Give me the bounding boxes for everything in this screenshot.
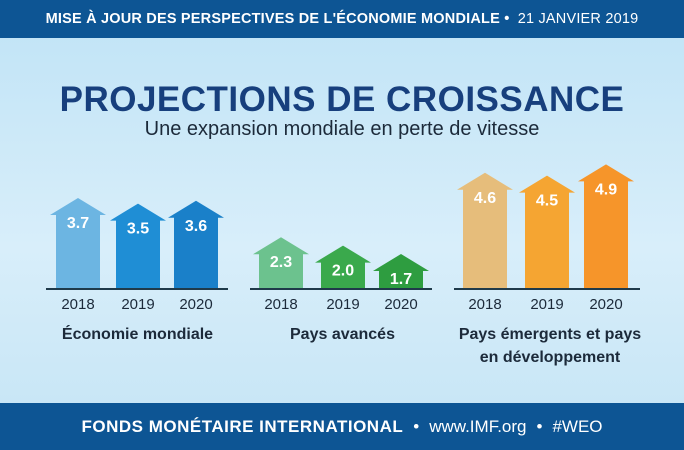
data-label: 4.9 xyxy=(595,181,617,198)
category-title-advanced: Pays avancés xyxy=(290,326,395,343)
header-title: MISE À JOUR DES PERSPECTIVES DE L'ÉCONOM… xyxy=(45,11,500,27)
tick-label: 2018 xyxy=(264,296,297,313)
bar-arrow xyxy=(50,198,106,288)
tick-label: 2018 xyxy=(468,296,501,313)
header-bar: MISE À JOUR DES PERSPECTIVES DE L'ÉCONOM… xyxy=(0,0,684,38)
header-date: 21 JANVIER 2019 xyxy=(517,11,639,27)
bar-arrow xyxy=(373,254,429,288)
tick-label: 2019 xyxy=(121,296,154,313)
bar-arrow xyxy=(519,175,575,288)
data-label: 3.5 xyxy=(127,221,149,238)
category-title-world: Économie mondiale xyxy=(61,326,214,343)
bar-arrow xyxy=(578,164,634,288)
bar-arrow xyxy=(315,245,371,288)
data-label: 2.3 xyxy=(270,254,292,271)
footer-separator: • xyxy=(413,416,420,436)
data-label: 4.6 xyxy=(474,190,496,207)
tick-label: 2020 xyxy=(179,296,212,313)
footer-separator: • xyxy=(536,416,543,436)
bar-arrow xyxy=(110,203,166,288)
page-title: PROJECTIONS DE CROISSANCE xyxy=(59,80,625,119)
tick-label: 2018 xyxy=(61,296,94,313)
data-label: 3.7 xyxy=(67,215,89,232)
category-title-emerging: Pays émergents et pays en développement xyxy=(458,326,642,366)
header-separator: • xyxy=(504,11,510,27)
footer-org: FONDS MONÉTAIRE INTERNATIONAL xyxy=(81,416,404,436)
tick-label: 2020 xyxy=(589,296,622,313)
bar-arrow xyxy=(457,172,513,288)
data-label: 2.0 xyxy=(332,263,354,280)
data-label: 1.7 xyxy=(390,271,412,288)
bar-arrow xyxy=(168,200,224,288)
tick-label: 2019 xyxy=(530,296,563,313)
tick-label: 2019 xyxy=(326,296,359,313)
footer-bar: FONDS MONÉTAIRE INTERNATIONAL • www.IMF.… xyxy=(0,403,684,450)
footer-hashtag[interactable]: #WEO xyxy=(552,416,603,436)
bar-arrow xyxy=(253,237,309,288)
tick-label: 2020 xyxy=(384,296,417,313)
growth-chart: 3.7 2018 3.5 2019 3.6 2020 2.3 2018 2.0 2019 1.7 20… xyxy=(46,164,640,313)
page-subtitle: Une expansion mondiale en perte de vites… xyxy=(144,118,540,140)
data-label: 3.6 xyxy=(185,218,207,235)
data-label: 4.5 xyxy=(536,193,558,210)
footer-url[interactable]: www.IMF.org xyxy=(429,416,527,436)
